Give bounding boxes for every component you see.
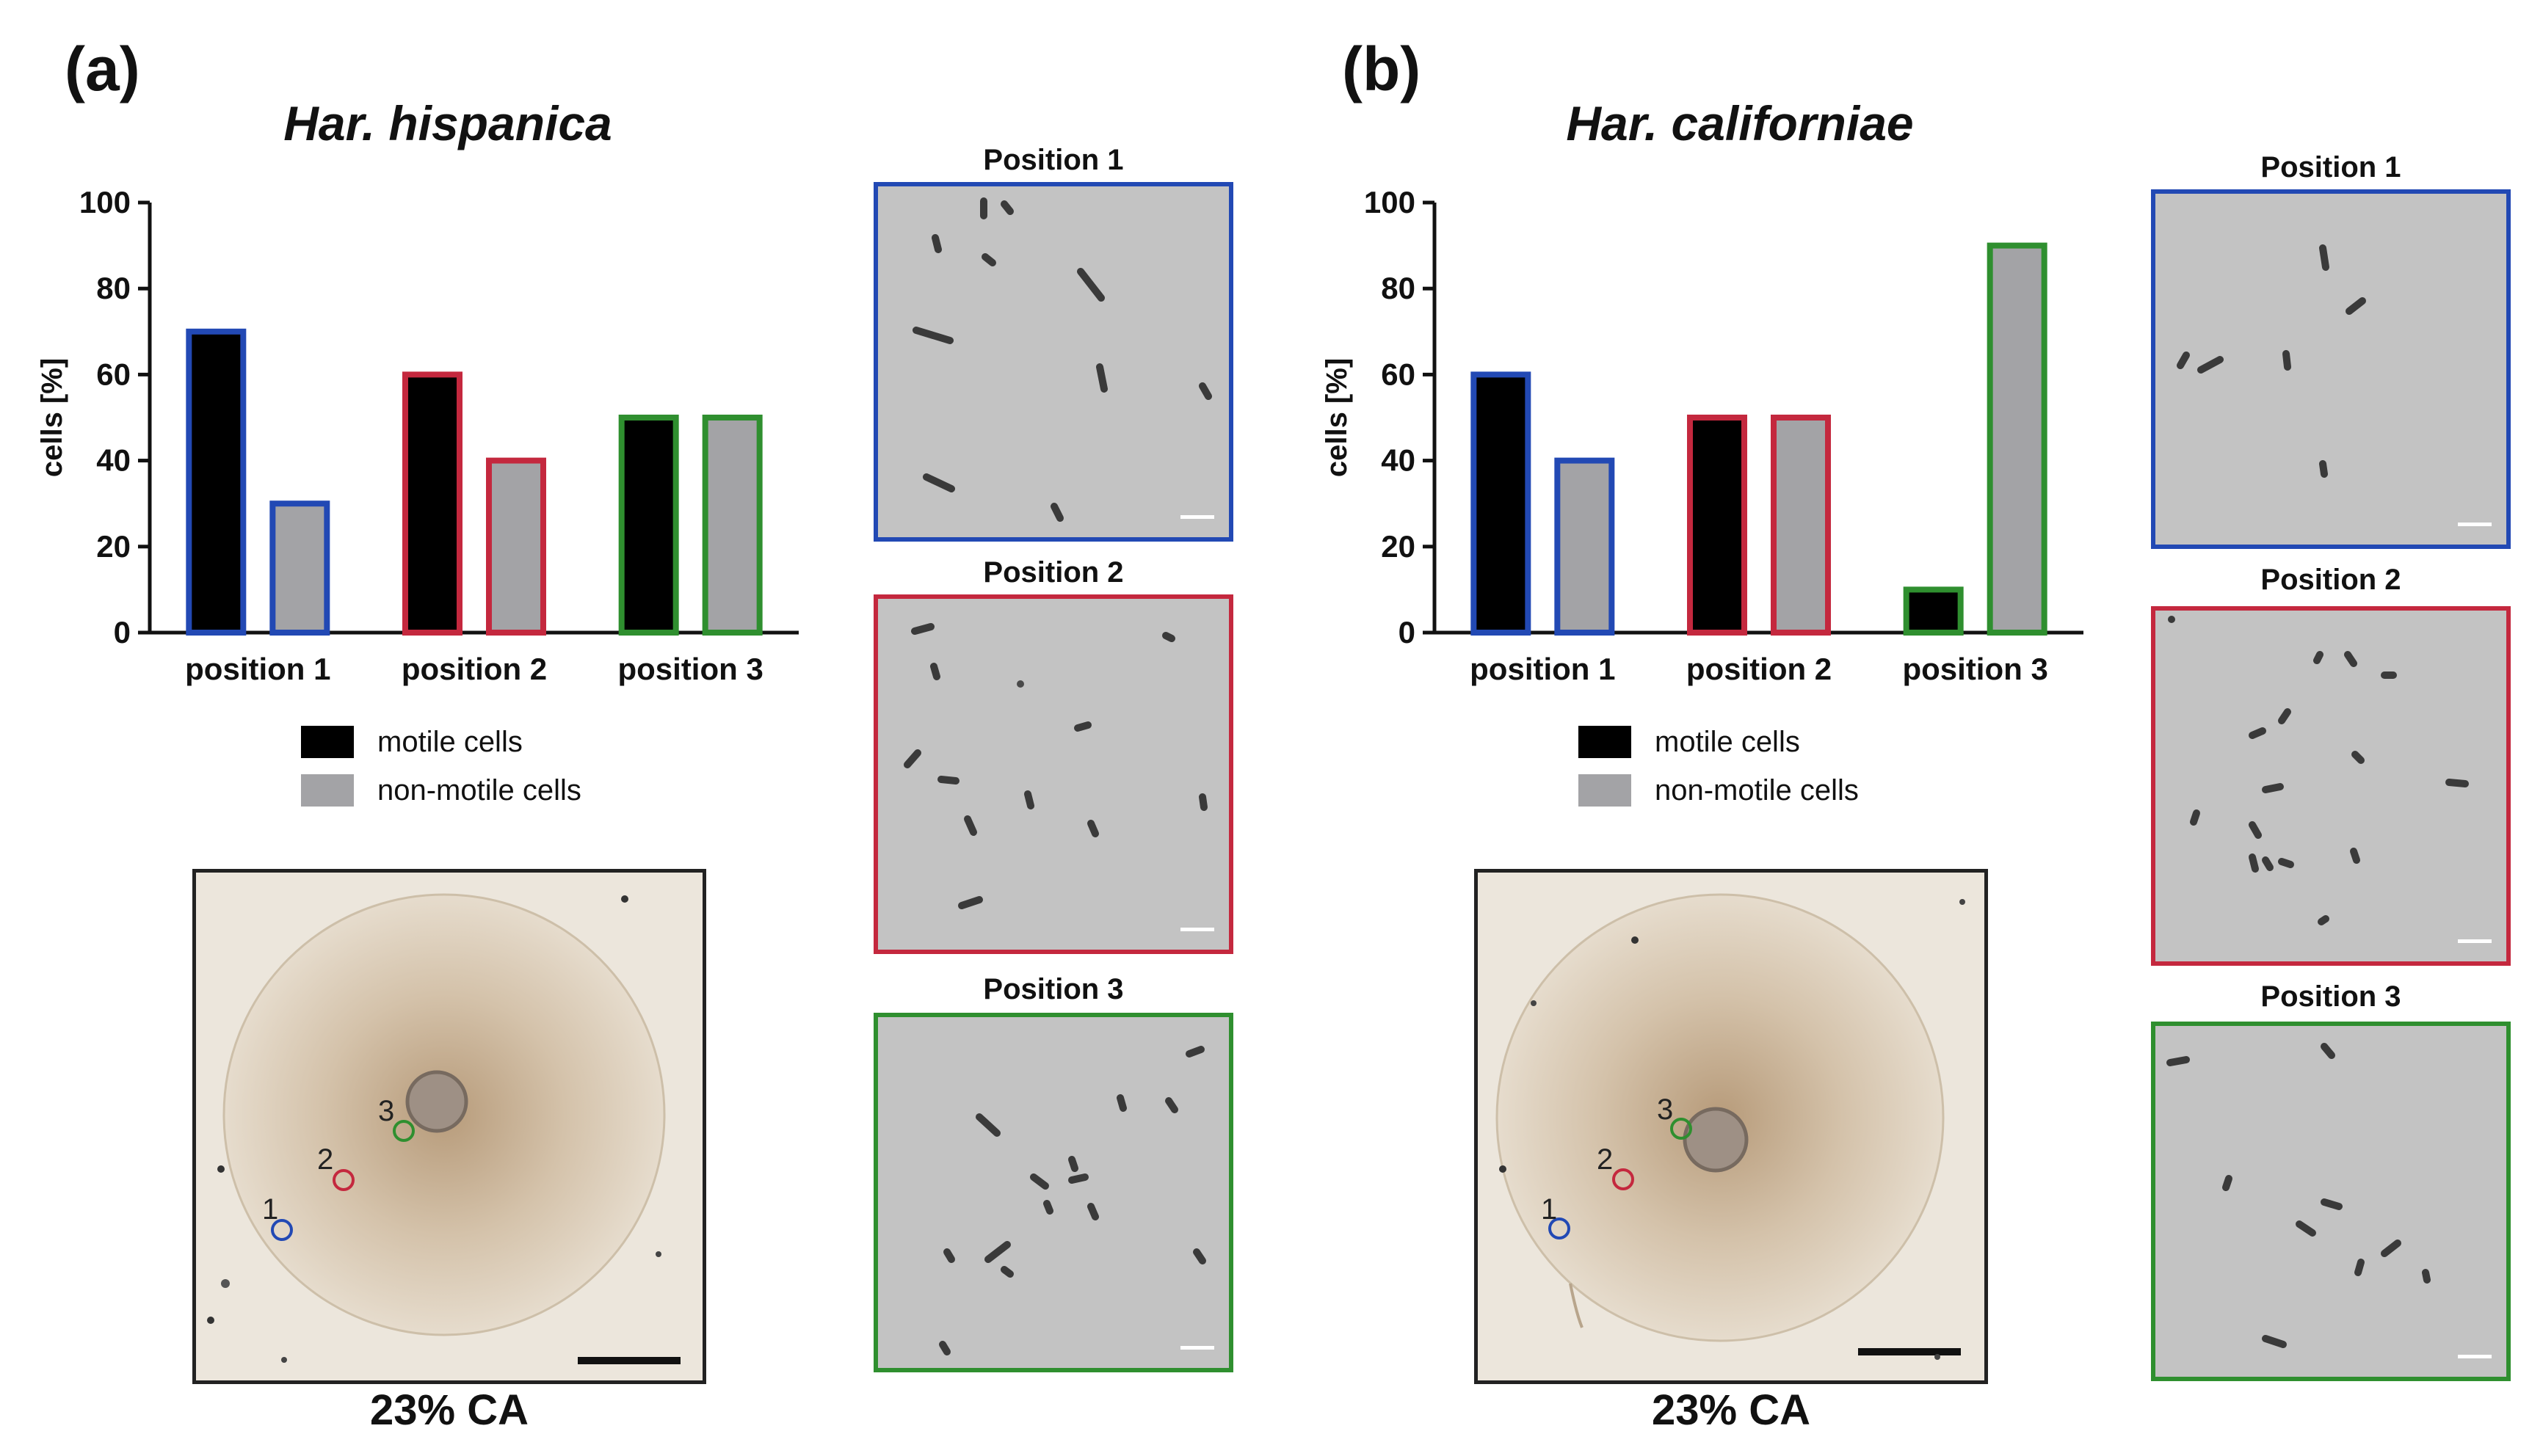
y-tick-label: 0: [1399, 615, 1415, 649]
position-3-label: 3: [378, 1095, 394, 1127]
panel-b-species-title: Har. californiae: [1566, 96, 1914, 150]
position-3-marker: [1670, 1118, 1692, 1140]
y-tick-label: 60: [96, 357, 131, 391]
cell-micrograph: [904, 623, 1214, 931]
bar-motile-1: [186, 328, 247, 636]
bar-non-motile-1: [269, 500, 330, 636]
panel-b-position-2-image: [2151, 606, 2511, 966]
panel-b-position-2-title: Position 2: [2260, 564, 2401, 596]
position-3-label: 3: [1657, 1093, 1673, 1126]
panel-a-position-1-image: [874, 182, 1233, 542]
x-tick-label: position 3: [1902, 652, 2047, 686]
y-tick-label: 40: [1381, 443, 1415, 478]
legend-label-non-motile: non-motile cells: [377, 774, 581, 807]
position-1-label: 1: [262, 1193, 278, 1226]
panel-a-legend: motile cells non-motile cells: [301, 718, 581, 815]
position-1-label: 1: [1541, 1193, 1557, 1226]
panel-a-position-2-image: [874, 594, 1233, 954]
bar-non-motile-3: [702, 415, 763, 636]
panel-a-position-3-title: Position 3: [983, 973, 1124, 1005]
y-tick-label: 20: [1381, 529, 1415, 564]
panel-a-letter: (a): [65, 34, 140, 103]
y-axis-label: cells [%]: [36, 358, 68, 477]
panel-b-position-1-title: Position 1: [2260, 151, 2401, 183]
x-tick-label: position 2: [1686, 652, 1832, 686]
y-tick-label: 80: [96, 271, 131, 305]
legend-label-non-motile: non-motile cells: [1655, 774, 1859, 807]
position-2-label: 2: [317, 1143, 333, 1176]
position-2-marker: [1612, 1168, 1634, 1190]
panel-b-plate-caption: 23% CA: [1652, 1386, 1810, 1434]
panel-b-letter: (b): [1342, 34, 1421, 103]
cell-micrograph: [939, 1046, 1214, 1355]
panel-b-bar-chart: 0 20 40 60 80 100 cells [%] position 1 position …: [1321, 185, 2083, 686]
panel-b-legend: motile cells non-motile cells: [1578, 718, 1859, 815]
position-2-marker: [333, 1169, 355, 1191]
bar-motile-2: [1687, 415, 1747, 636]
bar-motile-3: [618, 415, 679, 636]
panel-a-plate-graphic: 3 2 1: [207, 893, 681, 1364]
panel-a-position-3-image: [874, 1013, 1233, 1372]
inoculation-spot: [405, 1070, 468, 1133]
x-tick-label: position 2: [402, 652, 547, 686]
scale-bar: [578, 1357, 681, 1364]
legend-item-motile: motile cells: [1578, 718, 1859, 766]
bar-motile-3: [1903, 586, 1964, 636]
panel-b-plate-photo: 3 2 1: [1474, 869, 1988, 1384]
position-3-marker: [393, 1120, 415, 1142]
panel-a-plate-photo: 3 2 1: [192, 869, 706, 1384]
bar-non-motile-1: [1554, 457, 1615, 636]
legend-swatch-non-motile: [301, 774, 354, 807]
cell-micrograph: [2177, 244, 2492, 526]
position-2-label: 2: [1597, 1143, 1613, 1176]
swarm-edge: [1495, 893, 1945, 1342]
y-tick-label: 20: [96, 529, 131, 564]
legend-item-non-motile: non-motile cells: [1578, 766, 1859, 815]
legend-label-motile: motile cells: [1655, 725, 1800, 758]
legend-swatch-motile: [1578, 726, 1631, 758]
y-axis-label: cells [%]: [1321, 358, 1353, 477]
legend-label-motile: motile cells: [377, 725, 523, 758]
y-tick-label: 60: [1381, 357, 1415, 391]
legend-swatch-motile: [301, 726, 354, 758]
cell-micrograph: [913, 197, 1214, 522]
panel-b-position-1-image: [2151, 189, 2511, 549]
y-tick-label: 40: [96, 443, 131, 478]
panel-a-position-1-title: Position 1: [983, 144, 1124, 176]
y-tick-label: 100: [79, 185, 131, 219]
y-tick-label: 80: [1381, 271, 1415, 305]
cell-micrograph: [2166, 1043, 2492, 1358]
inoculation-spot: [1683, 1107, 1749, 1173]
legend-swatch-non-motile: [1578, 774, 1631, 807]
bar-motile-2: [402, 371, 462, 636]
legend-item-non-motile: non-motile cells: [301, 766, 581, 815]
swarm-edge: [222, 893, 666, 1336]
legend-item-motile: motile cells: [301, 718, 581, 766]
panel-b-plate-graphic: 3 2 1: [1495, 893, 1965, 1360]
scale-bar: [1858, 1348, 1961, 1355]
bar-non-motile-2: [486, 457, 546, 636]
y-tick-label: 100: [1364, 185, 1415, 219]
panel-a-position-2-title: Position 2: [983, 556, 1124, 589]
panel-a-plate-caption: 23% CA: [370, 1386, 529, 1434]
bar-non-motile-2: [1771, 415, 1831, 636]
x-tick-label: position 3: [617, 652, 763, 686]
x-tick-label: position 1: [185, 652, 330, 686]
panel-b-position-3-title: Position 3: [2260, 980, 2401, 1013]
bar-motile-1: [1470, 371, 1531, 636]
position-1-marker: [1548, 1217, 1570, 1240]
panel-b-position-3-image: [2151, 1022, 2511, 1381]
panel-a-species-title: Har. hispanica: [283, 96, 612, 150]
bar-non-motile-3: [1987, 242, 2047, 636]
cell-micrograph: [2168, 616, 2492, 943]
panel-a-bar-chart: 0 20 40 60 80 100 cells [%] position 1 position …: [36, 185, 799, 686]
y-tick-label: 0: [114, 615, 131, 649]
x-tick-label: position 1: [1470, 652, 1615, 686]
position-1-marker: [271, 1219, 293, 1241]
